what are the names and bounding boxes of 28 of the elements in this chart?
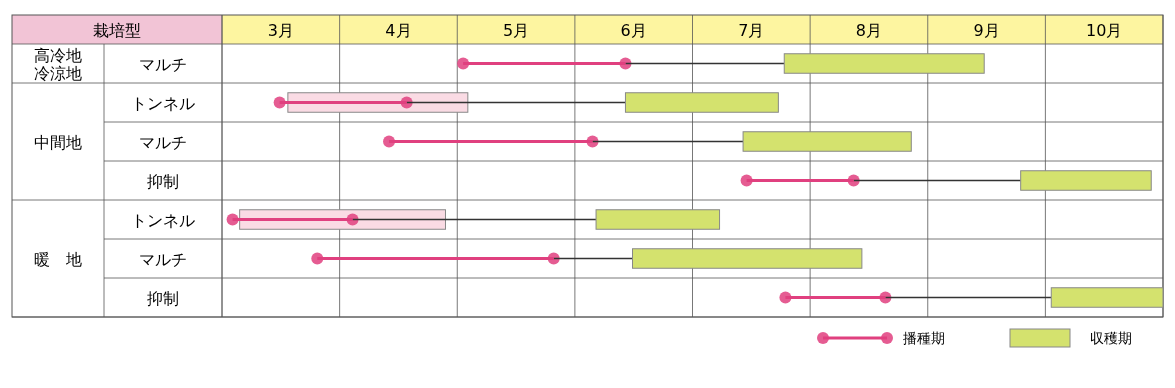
y-tick-label: トンネル bbox=[131, 93, 195, 113]
y-tick-label: マルチ bbox=[139, 132, 187, 152]
x-tick-label: 10月 bbox=[1086, 20, 1123, 40]
bar bbox=[632, 248, 863, 269]
x-tick-label: 7月 bbox=[738, 20, 765, 40]
x-tick-label: 8月 bbox=[855, 20, 883, 40]
legend-label: 播種期 bbox=[903, 330, 945, 346]
x-tick-label: 6月 bbox=[620, 20, 647, 40]
y-tick-label: マルチ bbox=[139, 249, 187, 269]
x-tick-label: 3月 bbox=[267, 20, 294, 40]
text: 中間地 bbox=[34, 132, 82, 152]
bar bbox=[1050, 287, 1164, 308]
bar bbox=[783, 53, 985, 74]
bar bbox=[1020, 170, 1152, 191]
y-tick-label: 抑制 bbox=[147, 288, 179, 308]
y-axis-title: 栽培型 bbox=[93, 20, 141, 40]
y-tick-label: マルチ bbox=[139, 54, 187, 74]
y-tick-label: 抑制 bbox=[147, 171, 179, 191]
legend-label: 収穫期 bbox=[1090, 330, 1132, 346]
bar bbox=[595, 209, 721, 230]
text: 暖 地 bbox=[34, 249, 82, 269]
x-tick-label: 9月 bbox=[973, 20, 1000, 40]
text: 高冷地冷涼地 bbox=[34, 45, 82, 83]
x-tick-label: 5月 bbox=[502, 20, 530, 40]
bar bbox=[624, 92, 779, 113]
y-tick-label: トンネル bbox=[131, 210, 195, 230]
bar bbox=[742, 131, 912, 152]
x-tick-label: 4月 bbox=[385, 20, 412, 40]
